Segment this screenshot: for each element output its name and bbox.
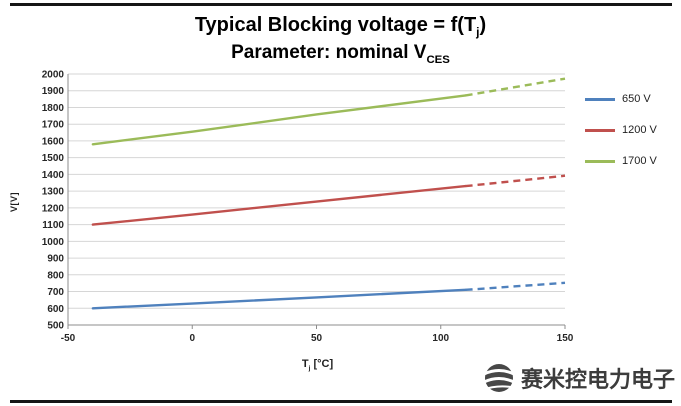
title-line1-text: Typical Blocking voltage = f(T [194, 14, 477, 36]
legend: 650 V 1200 V 1700 V [585, 93, 657, 167]
legend-item-650v[interactable]: 650 V [585, 93, 657, 105]
legend-swatch-1700v [585, 159, 615, 163]
svg-text:1200: 1200 [42, 204, 65, 215]
chart-content: V[V] 500 600 700 800 900 1000 1100 1200 1300 1400… [0, 69, 681, 373]
legend-swatch-650v [585, 97, 615, 101]
x-axis-label-unit: [°C] [310, 358, 334, 371]
top-border [10, 3, 672, 6]
title-line2-subscript: CES [426, 53, 450, 66]
svg-text:1700: 1700 [42, 120, 65, 131]
legend-swatch-1200v [585, 128, 615, 132]
svg-text:50: 50 [311, 333, 323, 344]
title-line1-subscript: j [476, 25, 480, 39]
legend-label-1700v: 1700 V [622, 155, 657, 168]
svg-text:1800: 1800 [42, 103, 65, 114]
legend-item-1700v[interactable]: 1700 V [585, 155, 657, 167]
svg-text:150: 150 [557, 333, 573, 344]
svg-text:600: 600 [47, 304, 64, 315]
watermark-logo-icon [481, 364, 517, 392]
y-axis-label: V[V] [9, 191, 19, 212]
svg-text:-50: -50 [61, 333, 76, 344]
chart-area: V[V] 500 600 700 800 900 1000 1100 1200 1300 1400… [9, 69, 573, 373]
svg-text:1600: 1600 [42, 137, 65, 148]
watermark-text: 赛米控电力电子 [520, 367, 675, 392]
svg-text:100: 100 [432, 333, 449, 344]
legend-item-1200v[interactable]: 1200 V [585, 124, 657, 136]
title-line1-close: ) [479, 14, 487, 36]
svg-text:1500: 1500 [42, 153, 65, 164]
svg-text:1100: 1100 [42, 220, 64, 231]
svg-text:1400: 1400 [42, 170, 65, 181]
svg-text:900: 900 [47, 254, 64, 265]
watermark: 赛米控电力电子 [480, 360, 675, 396]
x-axis-label-main: T [301, 358, 309, 371]
x-axis-label-subscript: j [308, 365, 311, 373]
bottom-border [10, 400, 672, 403]
chart-svg: 5006007008009001000110012001300140015001… [42, 70, 573, 345]
svg-text:1000: 1000 [42, 237, 65, 248]
chart-title: Typical Blocking voltage = f(Tj) Paramet… [0, 12, 681, 67]
chart-title-line2: Parameter: nominal VCES [0, 41, 681, 68]
svg-text:2000: 2000 [42, 70, 65, 81]
svg-text:500: 500 [47, 321, 64, 332]
x-axis-label: Tj [°C] [28, 358, 573, 372]
chart-title-line1: Typical Blocking voltage = f(Tj) [0, 12, 681, 41]
svg-text:1900: 1900 [42, 86, 65, 97]
legend-label-650v: 650 V [622, 93, 651, 106]
svg-text:1300: 1300 [42, 187, 65, 198]
svg-text:800: 800 [47, 271, 64, 282]
title-line2-text: Parameter: nominal V [231, 41, 427, 63]
svg-text:0: 0 [189, 333, 195, 344]
legend-label-1200v: 1200 V [622, 124, 657, 137]
svg-text:700: 700 [47, 287, 64, 298]
